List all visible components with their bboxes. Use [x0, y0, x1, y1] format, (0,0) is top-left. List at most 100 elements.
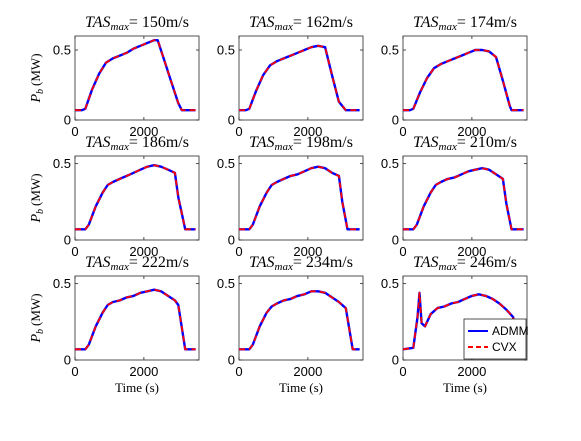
title-subscript: max — [439, 21, 457, 33]
y-label-symbol: P — [29, 94, 44, 104]
y-tick-label: 0.5 — [381, 276, 399, 291]
y-tick-label: 0.5 — [53, 43, 71, 58]
series-cvx-line — [239, 165, 360, 231]
y-label-unit: (MW) — [28, 293, 43, 326]
title-value: = 222m/s — [129, 254, 189, 271]
title-subscript: max — [111, 21, 129, 33]
x-tick-label: 0 — [399, 124, 406, 139]
title-value: = 210m/s — [457, 134, 517, 151]
y-tick-label: 0.5 — [217, 276, 235, 291]
x-tick-label: 2000 — [457, 364, 486, 379]
title-variable: TAS — [413, 134, 438, 151]
series-cvx-line — [75, 39, 196, 112]
title-value: = 246m/s — [457, 254, 517, 271]
y-tick-label: 0 — [392, 353, 399, 368]
title-variable: TAS — [85, 14, 110, 31]
y-label-subscript: b — [35, 329, 46, 334]
x-axis-label: Time (s) — [279, 380, 323, 395]
subplot-title: TASmax= 246m/s — [413, 254, 517, 273]
y-tick-label: 0 — [228, 233, 235, 248]
series-admm-line — [403, 48, 524, 112]
y-tick-label: 0.5 — [217, 156, 235, 171]
subplot-title: TASmax= 174m/s — [413, 14, 517, 33]
title-variable: TAS — [249, 14, 274, 31]
x-tick-label: 2000 — [293, 124, 322, 139]
x-tick-label: 2000 — [293, 364, 322, 379]
series-cvx-line — [402, 291, 524, 351]
x-tick-label: 2000 — [129, 124, 158, 139]
title-value: = 198m/s — [293, 134, 353, 151]
subplot-title: TASmax= 222m/s — [85, 254, 189, 273]
x-tick-label: 0 — [235, 124, 242, 139]
series-cvx-line — [403, 49, 524, 112]
axes-box — [74, 155, 200, 241]
subplot-title: TASmax= 198m/s — [249, 134, 353, 153]
x-tick-label: 0 — [399, 244, 406, 259]
y-tick-label: 0 — [64, 113, 71, 128]
y-tick-label: 0 — [392, 113, 399, 128]
legend: ADMM CVX — [463, 318, 529, 360]
x-tick-label: 0 — [235, 244, 242, 259]
title-subscript: max — [275, 21, 293, 33]
x-tick-label: 2000 — [457, 124, 486, 139]
axes-box — [74, 275, 200, 361]
title-variable: TAS — [249, 134, 274, 151]
y-label-subscript: b — [35, 89, 46, 94]
y-tick-label: 0.5 — [53, 276, 71, 291]
title-subscript: max — [111, 261, 129, 273]
series-admm-line — [75, 163, 196, 231]
subplot-7: TASmax= 222m/s 0 0.5 0 2000 Pb (MW) Time (s) — [28, 254, 200, 395]
title-value: = 174m/s — [457, 14, 517, 31]
y-tick-label: 0 — [228, 353, 235, 368]
axes-box — [402, 275, 528, 361]
y-tick-label: 0.5 — [381, 43, 399, 58]
y-tick-label: 0.5 — [217, 43, 235, 58]
x-tick-label: 0 — [399, 364, 406, 379]
y-tick-label: 0.5 — [381, 156, 399, 171]
y-tick-label: 0 — [64, 353, 71, 368]
series-admm-line — [75, 288, 196, 351]
title-subscript: max — [275, 261, 293, 273]
y-axis-label: Pb (MW) — [28, 173, 46, 223]
title-variable: TAS — [413, 14, 438, 31]
y-tick-label: 0.5 — [53, 156, 71, 171]
axes-box — [74, 35, 200, 121]
title-subscript: max — [439, 141, 457, 153]
title-subscript: max — [439, 261, 457, 273]
x-tick-label: 2000 — [457, 244, 486, 259]
y-label-unit: (MW) — [28, 53, 43, 86]
subplot-6: TASmax= 210m/s 0 0.5 0 2000 — [381, 134, 528, 259]
x-tick-label: 0 — [71, 364, 78, 379]
series-cvx-line — [239, 290, 360, 351]
y-label-unit: (MW) — [28, 173, 43, 206]
legend-box — [463, 318, 527, 360]
series-admm-line — [239, 44, 360, 112]
subplot-title: TASmax= 186m/s — [85, 134, 189, 153]
series-cvx-line — [75, 288, 196, 351]
title-value: = 234m/s — [293, 254, 353, 271]
x-tick-label: 2000 — [129, 364, 158, 379]
legend-label-cvx: CVX — [492, 340, 517, 354]
subplot-3: TASmax= 174m/s 0 0.5 0 2000 — [381, 14, 528, 139]
axes-box — [238, 35, 364, 121]
axes-box — [402, 35, 528, 121]
subplot-2: TASmax= 162m/s 0 0.5 0 2000 — [217, 14, 364, 139]
subplot-title: TASmax= 150m/s — [85, 14, 189, 33]
x-tick-label: 2000 — [129, 244, 158, 259]
x-axis-label: Time (s) — [443, 380, 487, 395]
y-label-symbol: P — [29, 214, 44, 224]
y-tick-label: 0 — [64, 233, 71, 248]
title-variable: TAS — [249, 254, 274, 271]
title-value: = 186m/s — [129, 134, 189, 151]
title-subscript: max — [111, 141, 129, 153]
title-value: = 162m/s — [293, 14, 353, 31]
x-axis-label: Time (s) — [115, 380, 159, 395]
y-axis-label: Pb (MW) — [28, 293, 46, 343]
y-axis-label: Pb (MW) — [28, 53, 46, 103]
x-tick-label: 0 — [71, 244, 78, 259]
series-cvx-line — [75, 164, 196, 231]
